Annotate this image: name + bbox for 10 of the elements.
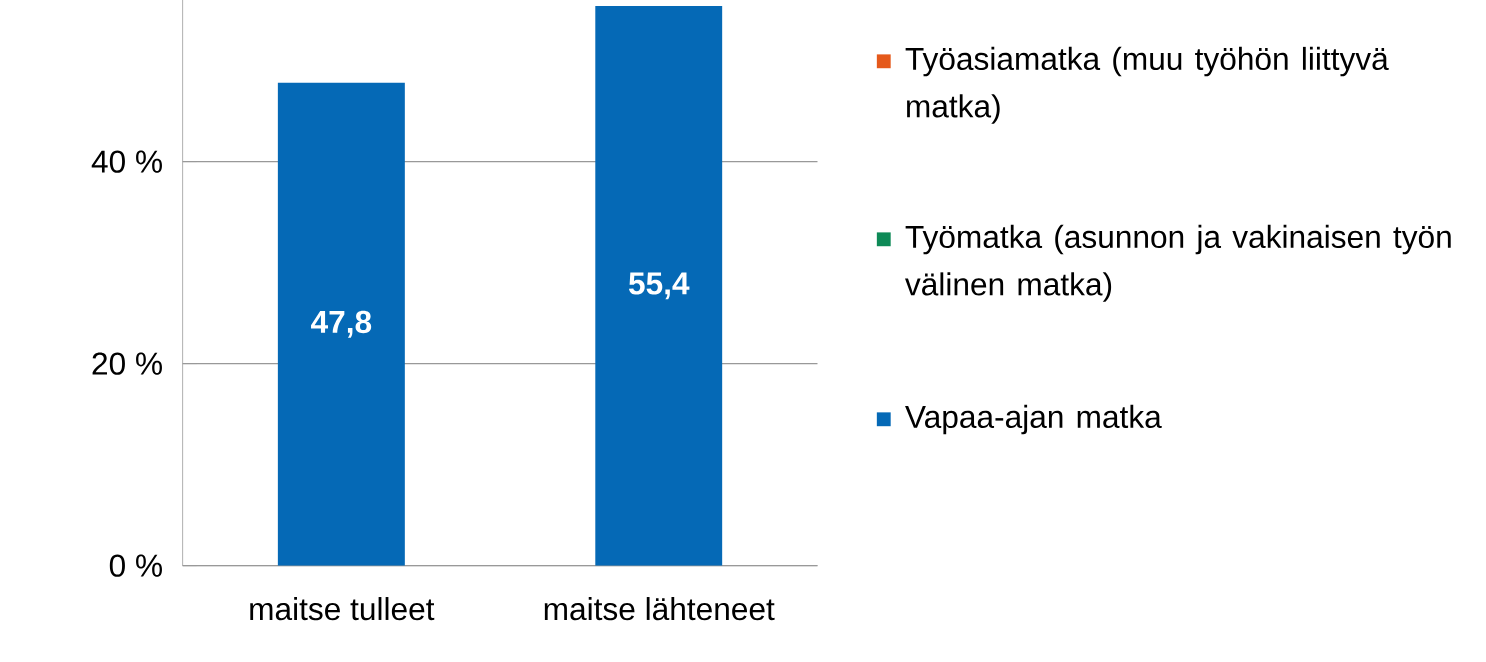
- legend-label: Vapaa-ajan matka: [905, 405, 1162, 435]
- x-tick-label: maitse lähteneet: [544, 597, 775, 621]
- x-tick-label: maitse tulleet: [250, 597, 435, 621]
- data-label: 47,8: [311, 310, 372, 338]
- data-label: 55,4: [628, 272, 690, 300]
- y-tick-label: 0 %: [109, 554, 162, 578]
- legend-label: Työasiamatka (muu työhön liittyvä matka): [905, 47, 1389, 125]
- y-tick-label: 40 %: [91, 150, 162, 174]
- y-tick-label: 20 %: [92, 352, 162, 376]
- legend-label: Työmatka (asunnon ja vakinaisen työn välinen matka): [905, 225, 1451, 303]
